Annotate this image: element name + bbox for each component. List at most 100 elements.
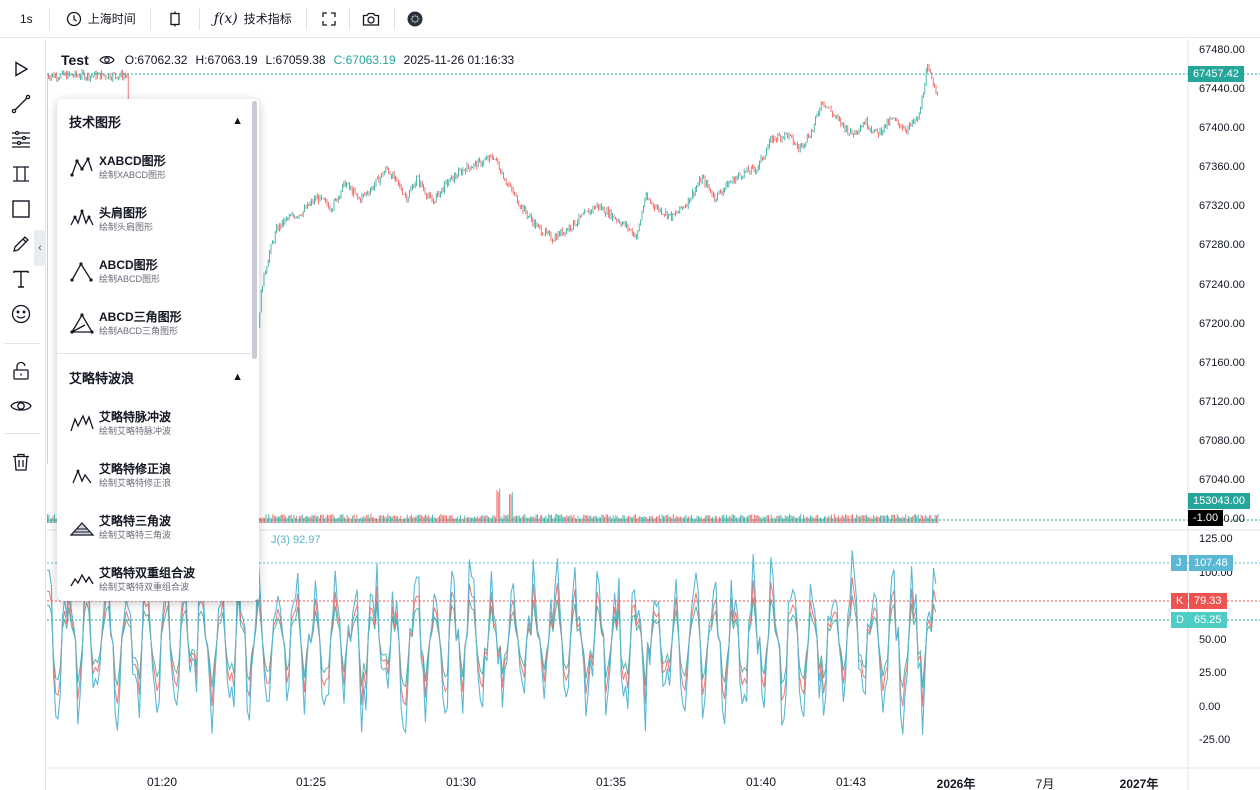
volume-bar	[338, 517, 340, 523]
volume-bar	[48, 514, 50, 523]
volume-bar	[287, 515, 289, 523]
popup-section-header[interactable]: 艾略特波浪 ▲	[57, 357, 253, 397]
tool-title: ABCD图形	[99, 257, 158, 272]
volume-bar	[346, 515, 348, 523]
volume-bar	[672, 514, 674, 523]
popup-section-header[interactable]: 技术图形 ▲	[57, 101, 253, 141]
volume-bar	[607, 514, 608, 523]
popup-tool-item[interactable]: 艾略特修正浪 绘制艾略特修正浪	[57, 451, 253, 499]
drawing-tools-popup: 技术图形 ▲ XABCD图形 绘制XABCD图形 头肩图形 绘制头肩图形 ABCD图形 绘制A…	[57, 99, 259, 601]
volume-bar	[705, 515, 706, 523]
volume-bar	[461, 518, 463, 523]
volume-bar	[597, 517, 599, 523]
volume-bar	[458, 518, 460, 523]
popup-tool-item[interactable]: 艾略特三角波 绘制艾略特三角波	[57, 503, 253, 551]
volume-bar	[304, 516, 306, 523]
symbol-name[interactable]: Test	[61, 52, 89, 68]
tool-title: ABCD三角图形	[99, 309, 182, 324]
screenshot-button[interactable]	[350, 0, 394, 38]
volume-bar	[836, 517, 838, 523]
tool-description: 绘制艾略特修正浪	[99, 477, 172, 488]
eye-icon[interactable]	[99, 54, 115, 66]
volume-bar	[370, 514, 372, 523]
fullscreen-button[interactable]	[307, 0, 349, 38]
emoji-tool-button[interactable]	[8, 301, 34, 327]
k-value: 79.33	[1194, 595, 1222, 607]
volume-bar	[651, 515, 653, 523]
trendline-tool-button[interactable]	[8, 91, 34, 117]
popup-tool-item[interactable]: XABCD图形 绘制XABCD图形	[57, 143, 253, 191]
volume-bar	[818, 517, 820, 523]
volume-bar	[674, 518, 676, 523]
volume-bar	[328, 515, 330, 523]
volume-bar	[789, 514, 790, 523]
collapse-submenu-button[interactable]: ‹	[34, 230, 46, 266]
volume-bar	[420, 514, 422, 523]
cursor-tool-button[interactable]	[8, 56, 34, 82]
volume-bar	[902, 516, 904, 523]
fib-tool-button[interactable]	[8, 126, 34, 152]
trash-icon	[13, 453, 29, 471]
pattern-tool-button[interactable]	[8, 196, 34, 222]
abcd-triangle-icon	[69, 310, 95, 336]
interval-button[interactable]: 1s	[0, 0, 49, 38]
volume-bar	[478, 518, 480, 523]
volume-bar	[709, 515, 711, 523]
volume-bar	[873, 515, 874, 523]
volume-bar	[573, 514, 575, 523]
volume-tag: 153043.00	[1188, 493, 1250, 509]
volume-bar	[551, 514, 552, 523]
volume-bar	[877, 516, 879, 523]
tool-description: 绘制艾略特双重组合波	[99, 581, 190, 592]
volume-bar	[882, 515, 884, 523]
lock-tool-button[interactable]	[8, 358, 34, 384]
volume-bar	[577, 515, 579, 523]
popup-tool-item[interactable]: 艾略特双重组合波 绘制艾略特双重组合波	[57, 555, 253, 601]
popup-tool-item[interactable]: 艾略特脉冲波 绘制艾略特脉冲波	[57, 399, 253, 447]
popup-tool-item[interactable]: ABCD三角图形 绘制ABCD三角图形	[57, 299, 253, 347]
volume-bar	[538, 518, 540, 523]
fibonacci-lines-icon	[12, 130, 30, 148]
timezone-button[interactable]: 上海时间	[50, 0, 150, 38]
volume-bar	[588, 516, 590, 523]
price-tick-label: 67080.00	[1199, 434, 1245, 447]
volume-bar	[534, 517, 536, 523]
volume-bar	[289, 515, 291, 523]
popup-tool-item[interactable]: 头肩图形 绘制头肩图形	[57, 195, 253, 243]
volume-bar	[537, 514, 538, 523]
channel-tool-button[interactable]	[8, 161, 34, 187]
volume-bar	[887, 514, 888, 523]
volume-bar	[808, 518, 810, 523]
volume-bar	[801, 518, 803, 523]
popup-scrollbar[interactable]	[252, 101, 257, 359]
volume-bar	[689, 517, 691, 523]
delete-tool-button[interactable]	[8, 449, 34, 475]
volume-bar	[770, 514, 772, 523]
indicator-legend[interactable]: J(3) 92.97	[271, 534, 321, 546]
volume-bar	[356, 514, 358, 523]
chart-type-button[interactable]	[151, 0, 199, 38]
volume-bar	[926, 516, 928, 523]
volume-bar	[685, 514, 687, 523]
volume-bar	[803, 514, 804, 523]
volume-bar	[380, 515, 382, 523]
volume-bar	[649, 516, 650, 523]
volume-bar	[891, 514, 893, 523]
popup-tool-item[interactable]: ABCD图形 绘制ABCD图形	[57, 247, 253, 295]
eye-icon	[10, 401, 32, 411]
volume-bar	[698, 516, 699, 523]
volume-bar	[609, 516, 611, 523]
interval-label: 1s	[20, 11, 33, 26]
volume-bar	[282, 514, 284, 523]
volume-bar	[51, 518, 53, 523]
collapse-arrow-icon: ▲	[232, 371, 243, 383]
volume-bar	[457, 516, 459, 523]
visibility-tool-button[interactable]	[8, 393, 34, 419]
volume-bar	[864, 515, 866, 523]
brush-tool-button[interactable]	[8, 231, 34, 257]
volume-bar	[874, 517, 876, 523]
theme-button[interactable]	[395, 0, 435, 38]
pencil-icon	[13, 236, 29, 252]
indicators-button[interactable]: ƒ(x) 技术指标	[200, 0, 306, 38]
text-tool-button[interactable]	[8, 266, 34, 292]
